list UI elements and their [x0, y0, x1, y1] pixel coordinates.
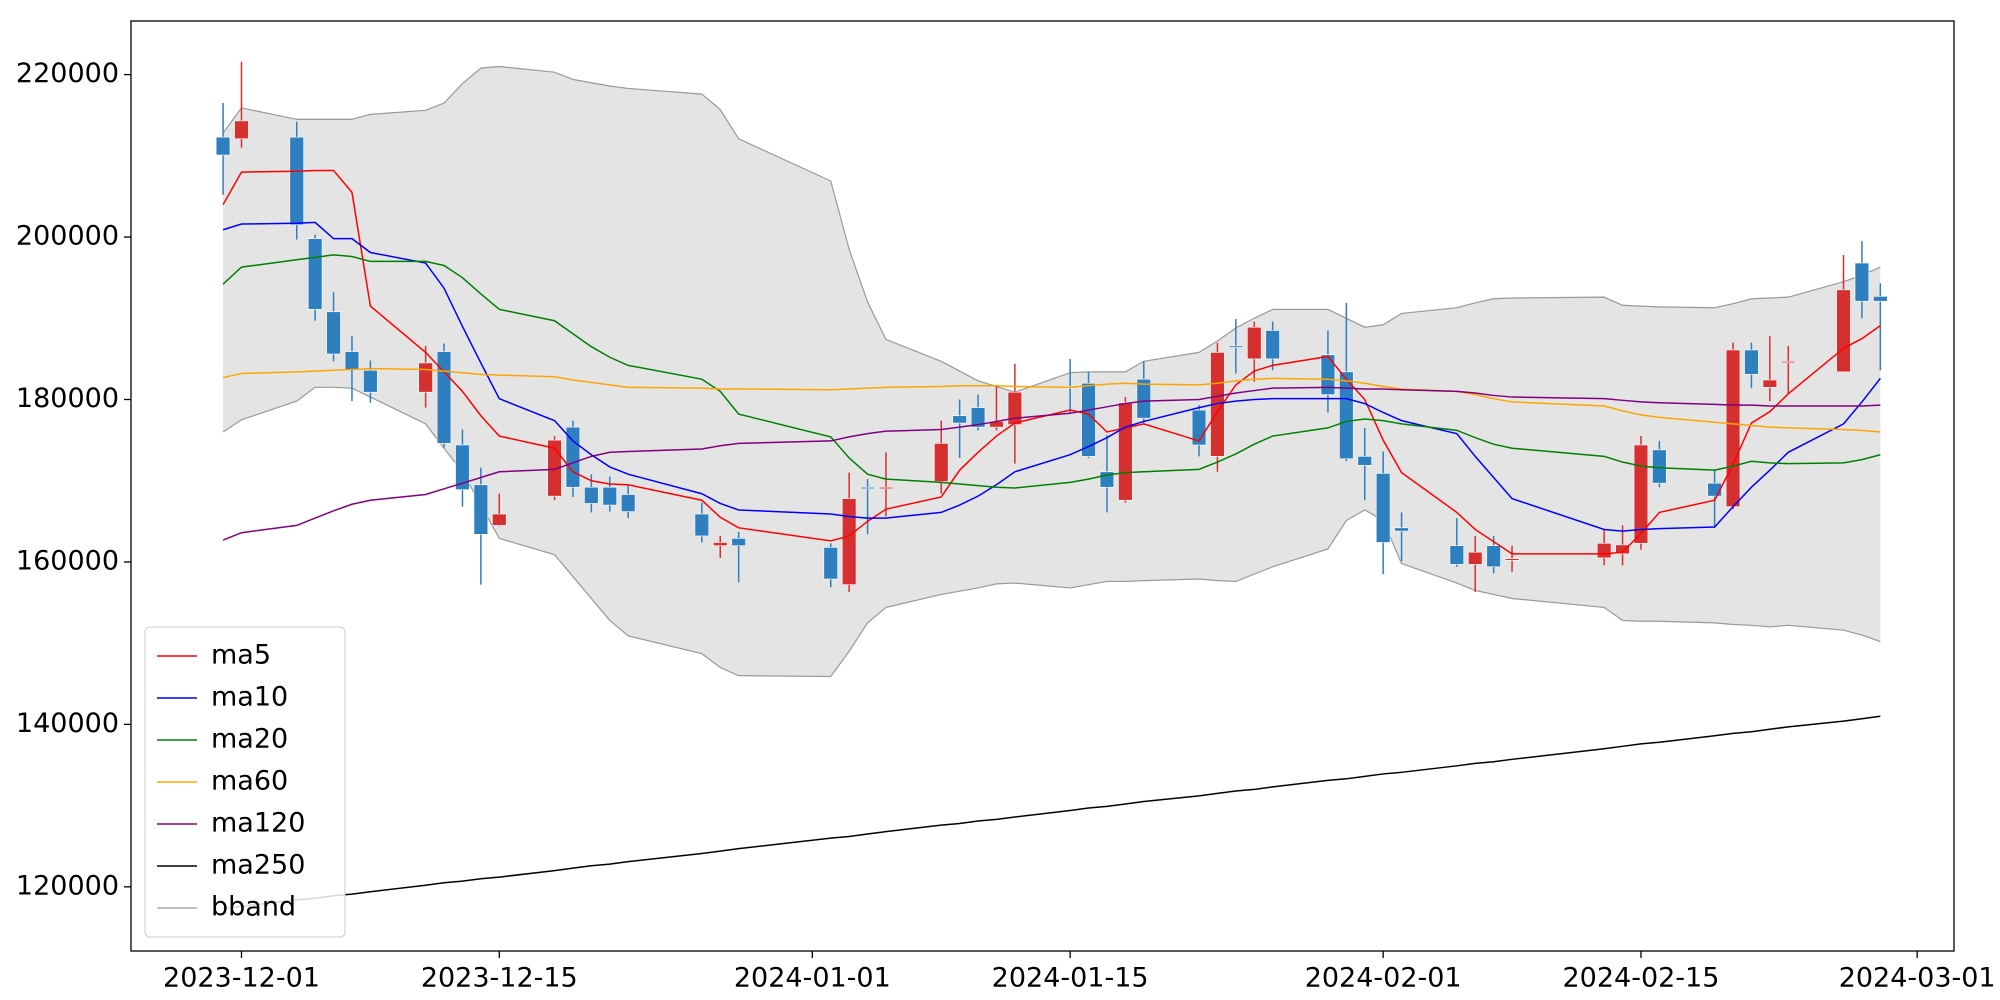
y-tick-label: 140000: [16, 708, 119, 739]
candle-body: [455, 444, 470, 490]
legend-label: ma5: [211, 640, 271, 671]
candle-body: [436, 351, 452, 444]
candle-body: [1375, 473, 1391, 543]
legend-label: ma120: [211, 808, 305, 839]
candle-body: [1744, 349, 1759, 375]
plot-frame: [130, 20, 1955, 952]
x-tick-label: 2024-02-01: [1305, 963, 1462, 994]
candle-body: [1873, 296, 1888, 302]
legend-label: ma20: [211, 724, 288, 755]
legend: ma5 ma10 ma20 ma60 ma120 ma250 bband: [144, 626, 346, 938]
candle-body: [492, 513, 507, 526]
legend-label: ma250: [211, 850, 305, 881]
candle-body: [344, 351, 360, 370]
ma-line: [222, 715, 1881, 910]
candle-body: [473, 484, 489, 535]
y-tick-label: 200000: [16, 221, 119, 252]
candle-body: [1596, 542, 1612, 559]
candle-body: [1468, 551, 1483, 565]
candle-body: [547, 439, 562, 497]
candle-body: [1320, 354, 1336, 395]
candle-body: [1265, 330, 1280, 360]
candle-body: [1633, 444, 1649, 544]
candle-body: [1486, 545, 1501, 568]
candle-body: [1762, 379, 1778, 388]
candle-body: [878, 486, 894, 490]
legend-label: ma60: [211, 766, 288, 797]
candle-body: [934, 443, 949, 482]
candle-body: [731, 538, 746, 546]
candle-body: [1652, 449, 1667, 484]
candle-body: [970, 407, 986, 428]
candle-body: [1781, 361, 1796, 364]
candle-body: [1854, 262, 1870, 302]
candle-body: [1136, 378, 1151, 419]
candle-body: [565, 426, 581, 488]
plot: [215, 61, 1888, 910]
candle-body: [1449, 545, 1465, 565]
legend-label: bband: [211, 892, 296, 923]
candle-body: [307, 238, 323, 310]
candle-body: [289, 136, 304, 226]
candle-body: [584, 486, 599, 504]
x-tick-label: 2023-12-15: [421, 963, 578, 994]
candle-body: [1394, 527, 1409, 532]
x-tick-label: 2024-01-01: [734, 963, 891, 994]
y-tick-label: 180000: [16, 383, 119, 414]
candle-body: [694, 513, 710, 537]
candle-body: [952, 415, 967, 424]
candle-body: [234, 120, 249, 140]
candle-body: [1504, 558, 1520, 561]
bband-upper: [222, 65, 1881, 393]
y-tick-label: 220000: [16, 58, 119, 89]
candle-body: [215, 136, 231, 156]
candle-body: [841, 498, 857, 585]
x-tick-label: 2024-02-15: [1562, 963, 1719, 994]
candle-body: [1247, 326, 1262, 360]
candle-body: [602, 486, 617, 506]
candle-body: [1725, 349, 1741, 508]
x-tick-label: 2023-12-01: [163, 963, 320, 994]
y-tick-label: 120000: [16, 870, 119, 901]
x-tick-label: 2024-03-01: [1839, 963, 1996, 994]
candle-body: [1836, 289, 1851, 373]
x-tick-label: 2024-01-15: [992, 963, 1149, 994]
candle-body: [418, 362, 433, 393]
candle-body: [1118, 402, 1133, 501]
candle-body: [1357, 456, 1372, 466]
y-tick-label: 160000: [16, 545, 119, 576]
candle-body: [823, 547, 838, 580]
ma-line: [222, 254, 1881, 489]
candle-body: [713, 542, 728, 546]
ma-line: [222, 386, 1881, 541]
legend-box: [144, 626, 346, 938]
candle-body: [326, 311, 341, 355]
candle-body: [860, 486, 875, 490]
candle-body: [1615, 544, 1630, 555]
candle-body: [363, 369, 378, 393]
bband-area: [223, 66, 1881, 677]
candle-body: [1007, 391, 1023, 425]
legend-label: ma10: [211, 682, 288, 713]
candle-body: [620, 494, 636, 512]
ma-line: [222, 367, 1881, 433]
ma-line: [222, 221, 1881, 532]
candle-body: [1228, 345, 1244, 348]
candle-body: [1339, 371, 1354, 460]
